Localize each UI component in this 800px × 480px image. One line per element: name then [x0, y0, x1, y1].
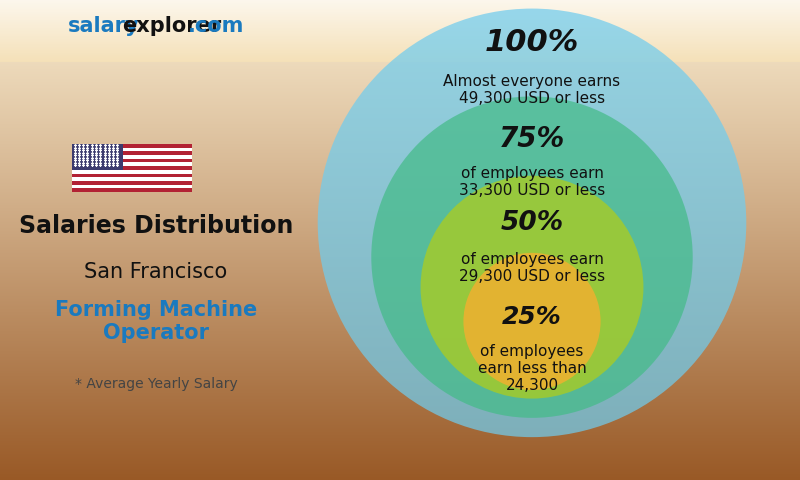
Circle shape [421, 176, 643, 398]
Text: 75%: 75% [499, 125, 565, 153]
Text: Salaries Distribution: Salaries Distribution [19, 214, 293, 238]
Bar [72, 144, 122, 170]
Text: 50%: 50% [501, 210, 563, 236]
Bar [72, 177, 192, 181]
Text: Almost everyone earns
49,300 USD or less: Almost everyone earns 49,300 USD or less [443, 74, 621, 106]
Text: of employees earn
29,300 USD or less: of employees earn 29,300 USD or less [459, 252, 605, 284]
Circle shape [371, 96, 693, 418]
Text: of employees
earn less than
24,300: of employees earn less than 24,300 [478, 344, 586, 394]
Bar [72, 166, 192, 170]
Bar [72, 170, 192, 174]
Bar [72, 151, 192, 155]
Text: explorer: explorer [122, 16, 222, 36]
Text: of employees earn
33,300 USD or less: of employees earn 33,300 USD or less [459, 166, 605, 198]
Bar [72, 155, 192, 159]
Circle shape [318, 9, 746, 437]
Bar [72, 159, 192, 162]
Text: * Average Yearly Salary: * Average Yearly Salary [74, 377, 238, 391]
Bar [72, 188, 192, 192]
Text: 25%: 25% [502, 305, 562, 329]
Bar [72, 185, 192, 188]
Circle shape [463, 253, 601, 390]
Text: Forming Machine
Operator: Forming Machine Operator [55, 300, 257, 343]
Bar [72, 174, 192, 177]
Text: salary: salary [68, 16, 140, 36]
Bar [72, 181, 192, 185]
Bar [72, 162, 192, 166]
Text: .com: .com [188, 16, 244, 36]
Text: 100%: 100% [485, 28, 579, 57]
Text: San Francisco: San Francisco [84, 262, 228, 282]
Bar [72, 144, 192, 148]
Bar [72, 148, 192, 151]
